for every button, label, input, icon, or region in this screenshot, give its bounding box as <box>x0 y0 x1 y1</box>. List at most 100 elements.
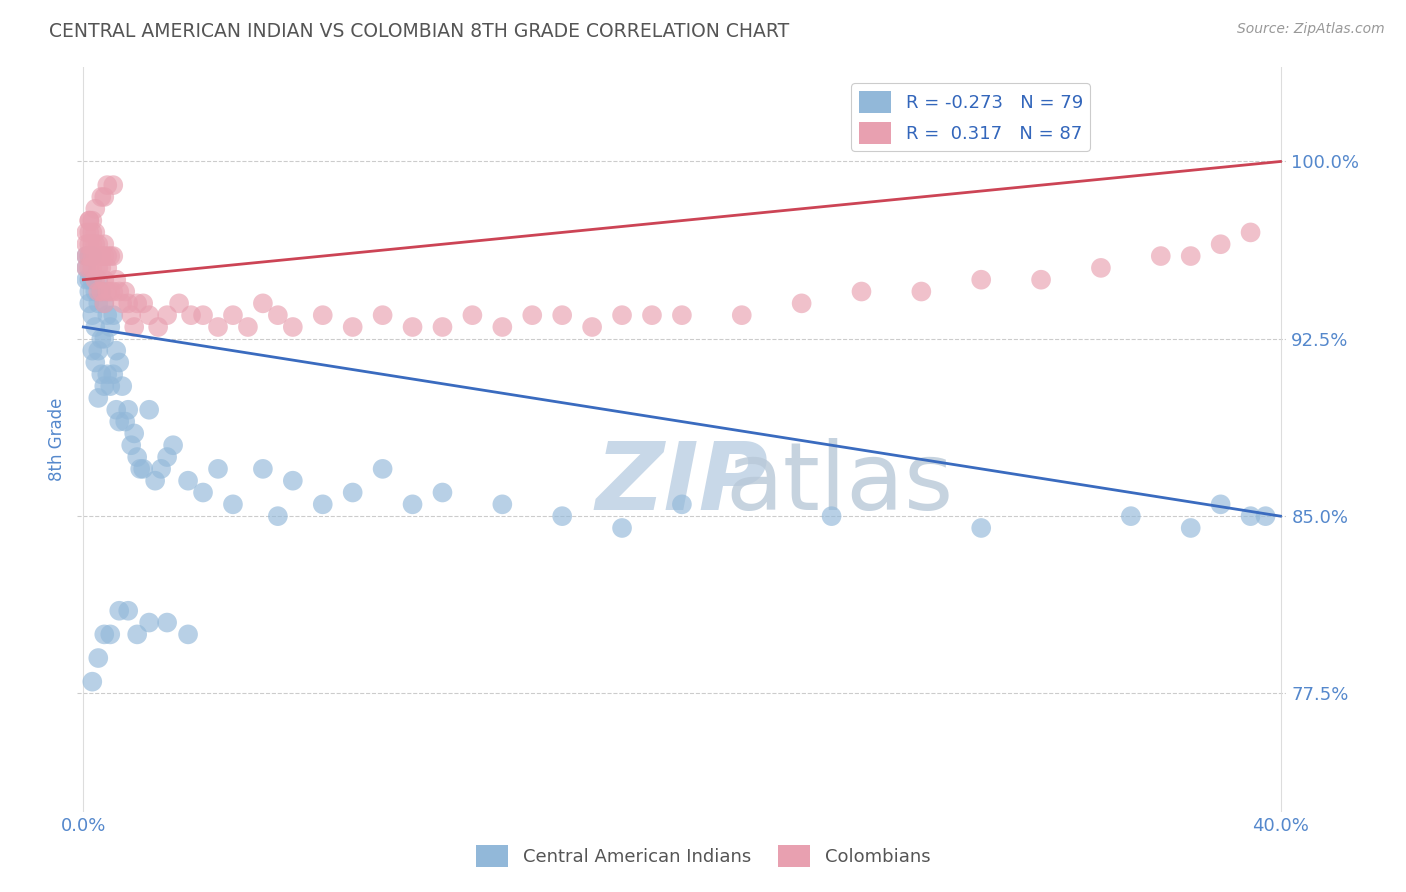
Point <box>90 332 112 346</box>
Point <box>432 485 454 500</box>
Point <box>87 391 110 405</box>
Point <box>93 237 115 252</box>
Point <box>105 343 128 358</box>
Point <box>96 285 118 299</box>
Point <box>143 474 166 488</box>
Point <box>82 308 104 322</box>
Point <box>75 260 97 275</box>
Point <box>281 474 304 488</box>
Point <box>87 260 110 275</box>
Point <box>93 296 115 310</box>
Point <box>132 296 155 310</box>
Point <box>1150 249 1173 263</box>
Point <box>342 320 364 334</box>
Point <box>87 249 110 263</box>
Point <box>114 415 136 429</box>
Point <box>610 308 633 322</box>
Point <box>252 296 274 310</box>
Point <box>93 273 115 287</box>
Point <box>90 285 112 299</box>
Point <box>491 320 513 334</box>
Point <box>156 615 179 630</box>
Point <box>401 320 423 334</box>
Point <box>1119 509 1142 524</box>
Point <box>96 178 118 193</box>
Point <box>79 260 101 275</box>
Point <box>103 368 125 382</box>
Point <box>87 273 110 287</box>
Point <box>432 320 454 334</box>
Point <box>207 462 229 476</box>
Point <box>82 249 104 263</box>
Point <box>75 249 97 263</box>
Point <box>150 462 173 476</box>
Point <box>371 308 394 322</box>
Point <box>138 402 160 417</box>
Point <box>281 320 304 334</box>
Point <box>491 497 513 511</box>
Point <box>84 202 107 216</box>
Point <box>581 320 603 334</box>
Point <box>522 308 544 322</box>
Point <box>93 627 115 641</box>
Point <box>82 213 104 227</box>
Point <box>93 379 115 393</box>
Point <box>103 285 125 299</box>
Point <box>267 509 290 524</box>
Point <box>103 249 125 263</box>
Point <box>82 226 104 240</box>
Point <box>1239 226 1261 240</box>
Point <box>79 213 101 227</box>
Point <box>120 438 142 452</box>
Point <box>105 402 128 417</box>
Point <box>312 497 335 511</box>
Point <box>75 260 97 275</box>
Point <box>87 285 110 299</box>
Point <box>551 308 574 322</box>
Point <box>127 296 149 310</box>
Point <box>105 273 128 287</box>
Point <box>127 627 149 641</box>
Point <box>177 627 200 641</box>
Point <box>82 237 104 252</box>
Point <box>1254 509 1277 524</box>
Point <box>342 485 364 500</box>
Point <box>132 462 155 476</box>
Point <box>84 237 107 252</box>
Point <box>84 249 107 263</box>
Point <box>75 226 97 240</box>
Point <box>162 438 184 452</box>
Point <box>84 226 107 240</box>
Point <box>108 415 131 429</box>
Point <box>90 249 112 263</box>
Point <box>191 485 214 500</box>
Point <box>236 320 259 334</box>
Point <box>96 260 118 275</box>
Point <box>98 285 121 299</box>
Point <box>98 320 121 334</box>
Point <box>87 237 110 252</box>
Point <box>1029 273 1052 287</box>
Point <box>267 308 290 322</box>
Point <box>312 308 335 322</box>
Point <box>108 604 131 618</box>
Text: ZIP: ZIP <box>596 438 768 530</box>
Point <box>90 190 112 204</box>
Point <box>138 308 160 322</box>
Point <box>820 509 842 524</box>
Point <box>222 497 245 511</box>
Point <box>96 249 118 263</box>
Point <box>551 509 574 524</box>
Point <box>79 296 101 310</box>
Point <box>180 308 202 322</box>
Point <box>79 285 101 299</box>
Point <box>79 249 101 263</box>
Point <box>98 379 121 393</box>
Point <box>93 190 115 204</box>
Point <box>82 249 104 263</box>
Point <box>93 296 115 310</box>
Point <box>177 474 200 488</box>
Point <box>117 402 139 417</box>
Point <box>75 273 97 287</box>
Point <box>851 285 873 299</box>
